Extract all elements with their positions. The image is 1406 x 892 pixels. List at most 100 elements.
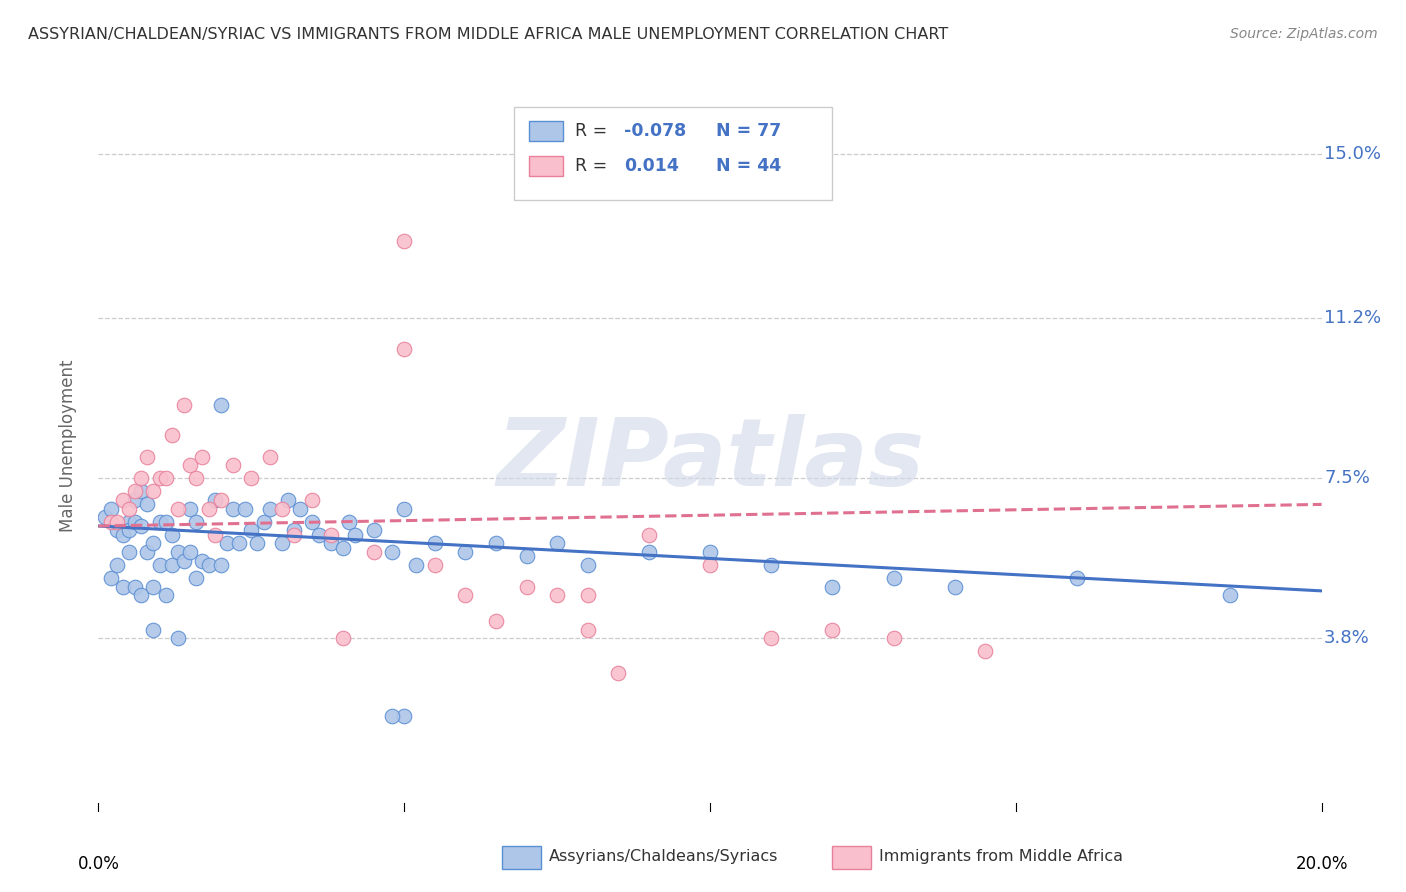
Point xyxy=(546,588,568,602)
Point xyxy=(136,450,159,464)
Point xyxy=(105,524,128,538)
Bar xyxy=(529,120,564,141)
Point xyxy=(246,536,269,550)
Bar xyxy=(529,155,564,176)
Point xyxy=(240,524,263,538)
Point xyxy=(381,709,404,723)
Point xyxy=(277,493,299,508)
Text: Assyrians/Chaldeans/Syriacs: Assyrians/Chaldeans/Syriacs xyxy=(548,849,778,863)
Point xyxy=(179,501,201,516)
Point xyxy=(363,524,385,538)
Point xyxy=(129,471,152,485)
Point xyxy=(1219,588,1241,602)
Text: N = 44: N = 44 xyxy=(716,157,782,175)
Point xyxy=(240,471,263,485)
Point xyxy=(319,536,342,550)
Point xyxy=(124,580,146,594)
Point xyxy=(344,527,367,541)
Point xyxy=(142,484,165,499)
Point xyxy=(883,632,905,646)
Point xyxy=(197,558,219,572)
Point xyxy=(124,515,146,529)
Point xyxy=(381,545,404,559)
Point xyxy=(142,536,165,550)
Point xyxy=(179,545,201,559)
Point xyxy=(129,588,152,602)
Point xyxy=(283,524,305,538)
Point xyxy=(392,234,416,248)
Point xyxy=(111,493,134,508)
Text: ASSYRIAN/CHALDEAN/SYRIAC VS IMMIGRANTS FROM MIDDLE AFRICA MALE UNEMPLOYMENT CORR: ASSYRIAN/CHALDEAN/SYRIAC VS IMMIGRANTS F… xyxy=(28,27,949,42)
Point xyxy=(454,588,477,602)
Text: N = 77: N = 77 xyxy=(716,121,782,139)
Point xyxy=(270,501,292,516)
Point xyxy=(204,493,226,508)
Point xyxy=(173,553,195,567)
Point xyxy=(100,501,122,516)
Point xyxy=(129,484,152,499)
Point xyxy=(142,580,165,594)
Point xyxy=(301,493,323,508)
Point xyxy=(142,623,165,637)
Point xyxy=(186,571,208,585)
Point xyxy=(209,398,232,412)
Point xyxy=(124,484,146,499)
Point xyxy=(337,515,360,529)
Point xyxy=(228,536,250,550)
Point xyxy=(204,527,226,541)
Point xyxy=(118,524,141,538)
Point xyxy=(252,515,274,529)
Text: ZIPatlas: ZIPatlas xyxy=(496,414,924,507)
Point xyxy=(222,458,245,473)
Point xyxy=(392,709,416,723)
Point xyxy=(290,501,312,516)
Point xyxy=(179,458,201,473)
Point xyxy=(105,515,128,529)
Point xyxy=(283,527,305,541)
Point xyxy=(759,558,782,572)
Point xyxy=(167,632,190,646)
Text: 0.014: 0.014 xyxy=(624,157,679,175)
Point xyxy=(186,471,208,485)
Point xyxy=(607,666,630,681)
Text: Source: ZipAtlas.com: Source: ZipAtlas.com xyxy=(1230,27,1378,41)
Point xyxy=(186,515,208,529)
Point xyxy=(821,623,844,637)
Text: 11.2%: 11.2% xyxy=(1324,310,1381,327)
Point xyxy=(209,558,232,572)
Point xyxy=(485,536,508,550)
Point xyxy=(363,545,385,559)
Point xyxy=(149,471,172,485)
Point xyxy=(124,493,146,508)
Point xyxy=(136,545,159,559)
Point xyxy=(759,632,782,646)
Point xyxy=(883,571,905,585)
Point xyxy=(111,527,134,541)
Text: Male Unemployment: Male Unemployment xyxy=(59,359,77,533)
Point xyxy=(259,450,281,464)
Point xyxy=(699,545,721,559)
Point xyxy=(319,527,342,541)
Point xyxy=(637,527,661,541)
Point xyxy=(637,545,661,559)
Text: R =: R = xyxy=(575,157,619,175)
Text: 0.0%: 0.0% xyxy=(77,855,120,872)
Point xyxy=(160,527,183,541)
Point xyxy=(392,342,416,356)
FancyBboxPatch shape xyxy=(515,107,832,200)
Point xyxy=(454,545,477,559)
Point xyxy=(516,580,538,594)
Point xyxy=(215,536,238,550)
Point xyxy=(821,580,844,594)
Point xyxy=(111,580,134,594)
Point xyxy=(155,588,177,602)
Point xyxy=(270,536,292,550)
Point xyxy=(149,558,172,572)
Bar xyxy=(832,847,872,869)
Point xyxy=(160,558,183,572)
Point xyxy=(222,501,245,516)
Point xyxy=(423,558,446,572)
Point xyxy=(943,580,966,594)
Text: 20.0%: 20.0% xyxy=(1295,855,1348,872)
Point xyxy=(301,515,323,529)
